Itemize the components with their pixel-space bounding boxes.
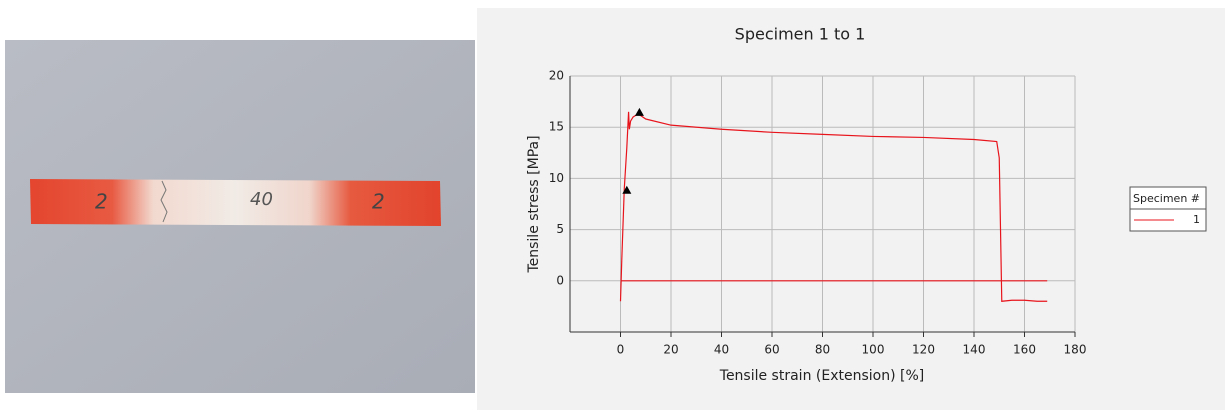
y-tick-label: 15 (549, 120, 564, 134)
x-tick-label: 20 (663, 343, 678, 357)
photo-mark: 2 (372, 190, 385, 214)
x-tick-label: 60 (764, 343, 779, 357)
x-tick-label: 120 (912, 343, 935, 357)
x-tick-label: 100 (862, 343, 885, 357)
y-tick-label: 0 (556, 273, 564, 287)
screen: 2 40 2 Specimen 1 to 1 Tensile strain (E… (0, 0, 1225, 415)
chart-title: Specimen 1 to 1 (735, 25, 866, 44)
y-tick-label: 20 (549, 69, 564, 83)
x-tick-label: 80 (815, 343, 830, 357)
x-axis-label: Tensile strain (Extension) [%] (719, 368, 924, 384)
x-tick-label: 40 (714, 343, 729, 357)
y-axis-label: Tensile stress [MPa] (526, 135, 542, 273)
legend-title: Specimen # (1133, 192, 1200, 205)
x-tick-label: 0 (617, 343, 625, 357)
y-tick-label: 5 (556, 222, 564, 236)
legend-entry: 1 (1193, 213, 1200, 226)
x-tick-label: 140 (963, 343, 986, 357)
x-tick-label: 180 (1064, 343, 1087, 357)
photo: 2 40 2 (5, 40, 475, 393)
y-tick-label: 10 (549, 171, 564, 185)
x-tick-label: 160 (1013, 343, 1036, 357)
photo-mark: 40 (250, 189, 273, 210)
photo-mark: 2 (95, 190, 108, 214)
